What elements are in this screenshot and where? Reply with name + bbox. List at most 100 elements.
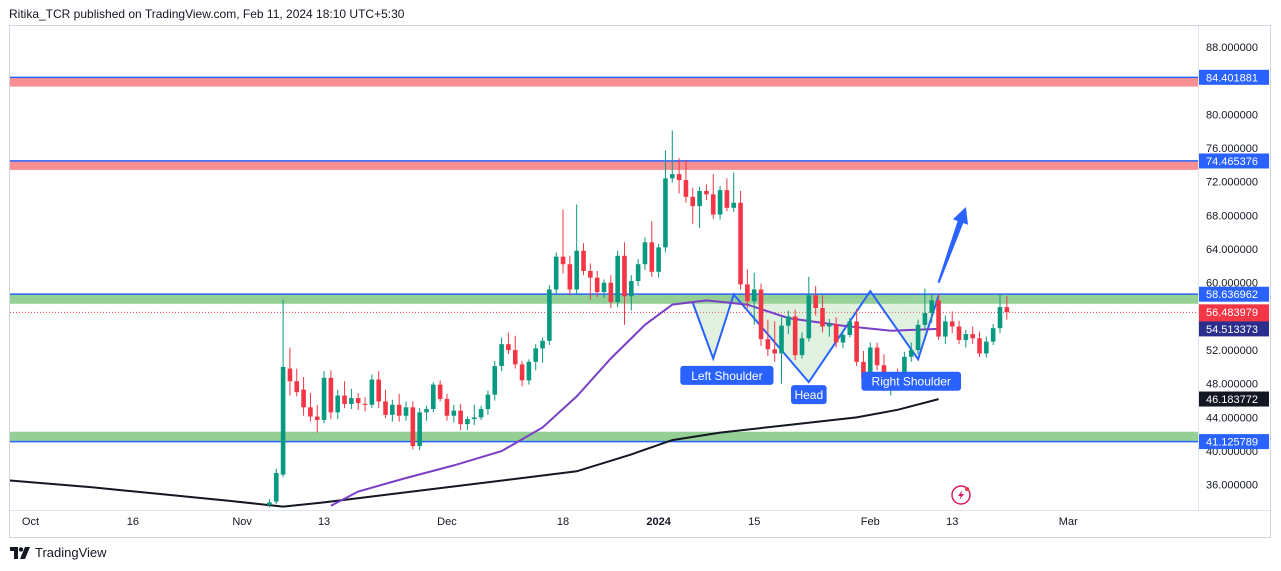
candle [308,392,313,422]
candle [519,361,525,387]
candle-body [540,340,545,349]
candle [417,408,422,451]
candle [335,389,341,420]
x-tick-label: Oct [22,516,39,528]
candle [321,371,327,424]
candle-body [765,339,771,350]
candle [669,130,675,183]
y-tick-label: 36.000000 [1206,480,1258,492]
candle-body [833,323,839,343]
candle-body [273,472,279,502]
candle-body [294,381,300,393]
price-tag-box [1199,321,1269,337]
price-tag-value: 84.401881 [1206,72,1258,84]
candle-body [669,174,675,179]
price-tag: 74.465376 [1199,153,1269,169]
pattern-label: Right Shoulder [861,371,962,391]
y-tick-label: 64.000000 [1206,244,1258,256]
x-tick-label: 13 [946,516,958,528]
candle [847,318,853,338]
candle [779,317,784,384]
candle-body [499,344,504,367]
lightning-icon[interactable] [951,485,971,505]
candle-body [451,410,457,416]
price-tag-box [1199,391,1269,407]
candle [697,186,702,229]
candle [526,359,532,385]
candle [383,389,388,419]
pattern-label-text: Left Shoulder [691,369,762,383]
candle [915,319,921,355]
candle-body [704,190,709,195]
candle [342,381,347,409]
candle-body [485,394,491,409]
candle [553,252,559,295]
candle-body [751,289,757,302]
candle-body [977,338,982,354]
candle-body [437,384,443,399]
candle-body [328,377,334,413]
candle-body [949,321,955,327]
candle [956,320,962,345]
candle [704,184,709,201]
price-tag: 46.183772 [1199,391,1269,407]
candle [492,361,498,401]
pattern-label-box [861,371,962,391]
x-tick-label: Nov [232,516,252,528]
candle [731,172,737,213]
bullish-arrow [937,207,968,284]
candle [792,309,798,361]
candle-body [506,344,511,351]
y-tick-label: 52.000000 [1206,345,1258,357]
candle-body [608,282,614,303]
zone-resistance-84 [10,77,1198,87]
candle [649,221,655,277]
candle-body [349,398,354,404]
candle-body [786,316,791,326]
y-tick-label: 80.000000 [1206,109,1258,121]
candle [349,388,354,409]
chart-frame [9,25,1271,538]
candle [751,272,757,325]
candle [369,374,375,409]
y-tick-label: 68.000000 [1206,210,1258,222]
candle-body [547,289,552,341]
candle-body [588,270,593,278]
candle [601,279,607,298]
candle [594,270,600,298]
candle-body [731,202,737,208]
x-tick-label: 15 [748,516,760,528]
price-tag-box [1199,286,1269,302]
pattern-label-box [680,365,774,385]
candle-body [567,264,573,290]
price-tag-box [1199,153,1269,169]
pattern-label: Left Shoulder [680,365,774,385]
candle [608,275,614,308]
candle [977,331,982,357]
candle [294,368,300,397]
candle-body [301,389,306,408]
candle-body [342,395,347,404]
price-axis[interactable]: 88.00000084.00000080.00000076.00000072.0… [1206,42,1258,492]
candle [840,329,846,349]
candle-body [471,417,477,420]
candle [745,269,750,308]
candle-body [963,334,969,340]
candle-body [560,256,566,265]
time-axis[interactable]: Oct 16 Nov 13 Dec 18 2024 15 Feb 13 Mar [22,516,1078,528]
moving-average-line-1 [9,398,939,508]
candle-body [642,242,648,265]
candle [874,342,880,371]
candle-body [533,348,539,362]
candle [390,399,395,422]
candle-body [908,350,914,357]
price-tag: 41.125789 [1199,434,1269,450]
candle [267,499,272,508]
candle-body [915,324,921,351]
candle [997,293,1003,334]
candle-body [799,338,805,356]
candle-body [280,366,286,475]
tradingview-logo-icon[interactable] [10,546,30,559]
candle-body [526,361,532,381]
